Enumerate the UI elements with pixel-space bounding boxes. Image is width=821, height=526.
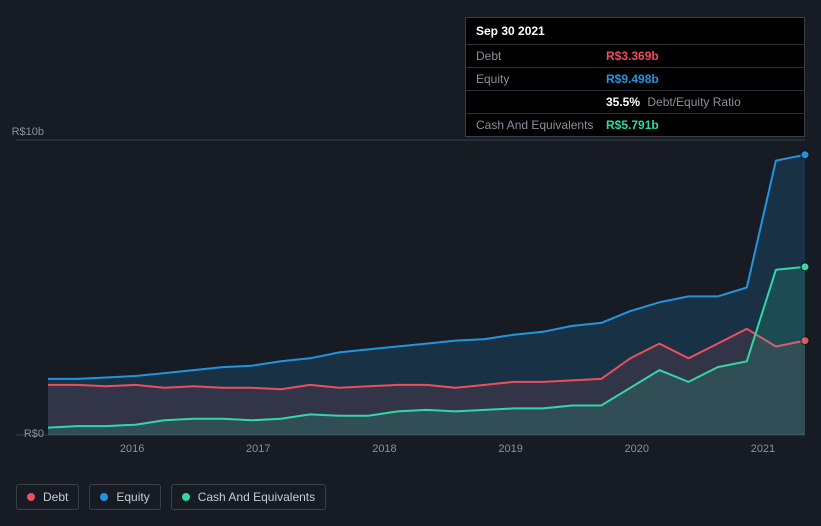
x-axis-tick-label: 2019 — [498, 443, 522, 455]
x-axis-tick-label: 2017 — [246, 443, 270, 455]
tooltip-row-value: 35.5% Debt/Equity Ratio — [606, 95, 741, 109]
root: R$0 R$10b 2016 2017 2018 2019 2020 2021 Sep 30 … — [0, 0, 821, 526]
legend-item-label: Cash And Equivalents — [198, 490, 315, 504]
y-axis-tick-label: R$0 — [4, 428, 44, 440]
chart-tooltip: Sep 30 2021 DebtR$3.369bEquityR$9.498b35… — [465, 17, 805, 137]
tooltip-row-value: R$3.369b — [606, 49, 659, 63]
tooltip-row-label — [476, 95, 606, 109]
tooltip-row-label: Debt — [476, 49, 606, 63]
tooltip-row-suffix: Debt/Equity Ratio — [644, 95, 741, 109]
legend-item-cash-and-equivalents[interactable]: Cash And Equivalents — [171, 484, 326, 510]
legend-item-label: Debt — [43, 490, 68, 504]
chart-legend: Debt Equity Cash And Equivalents — [16, 484, 326, 510]
x-axis-tick-label: 2018 — [372, 443, 396, 455]
tooltip-row-value: R$9.498b — [606, 72, 659, 86]
legend-swatch-icon — [27, 493, 35, 501]
y-axis-tick-label: R$10b — [4, 126, 44, 138]
tooltip-row: Cash And EquivalentsR$5.791b — [466, 113, 804, 136]
legend-item-debt[interactable]: Debt — [16, 484, 79, 510]
legend-swatch-icon — [182, 493, 190, 501]
x-axis-tick-label: 2016 — [120, 443, 144, 455]
legend-swatch-icon — [100, 493, 108, 501]
tooltip-row-value: R$5.791b — [606, 118, 659, 132]
legend-item-label: Equity — [116, 490, 149, 504]
tooltip-row: EquityR$9.498b — [466, 67, 804, 90]
legend-item-equity[interactable]: Equity — [89, 484, 160, 510]
tooltip-row-label: Cash And Equivalents — [476, 118, 606, 132]
tooltip-row: 35.5% Debt/Equity Ratio — [466, 90, 804, 113]
tooltip-row-label: Equity — [476, 72, 606, 86]
tooltip-date: Sep 30 2021 — [466, 18, 804, 44]
x-axis-tick-label: 2020 — [625, 443, 649, 455]
tooltip-row: DebtR$3.369b — [466, 44, 804, 67]
x-axis-tick-label: 2021 — [751, 443, 775, 455]
